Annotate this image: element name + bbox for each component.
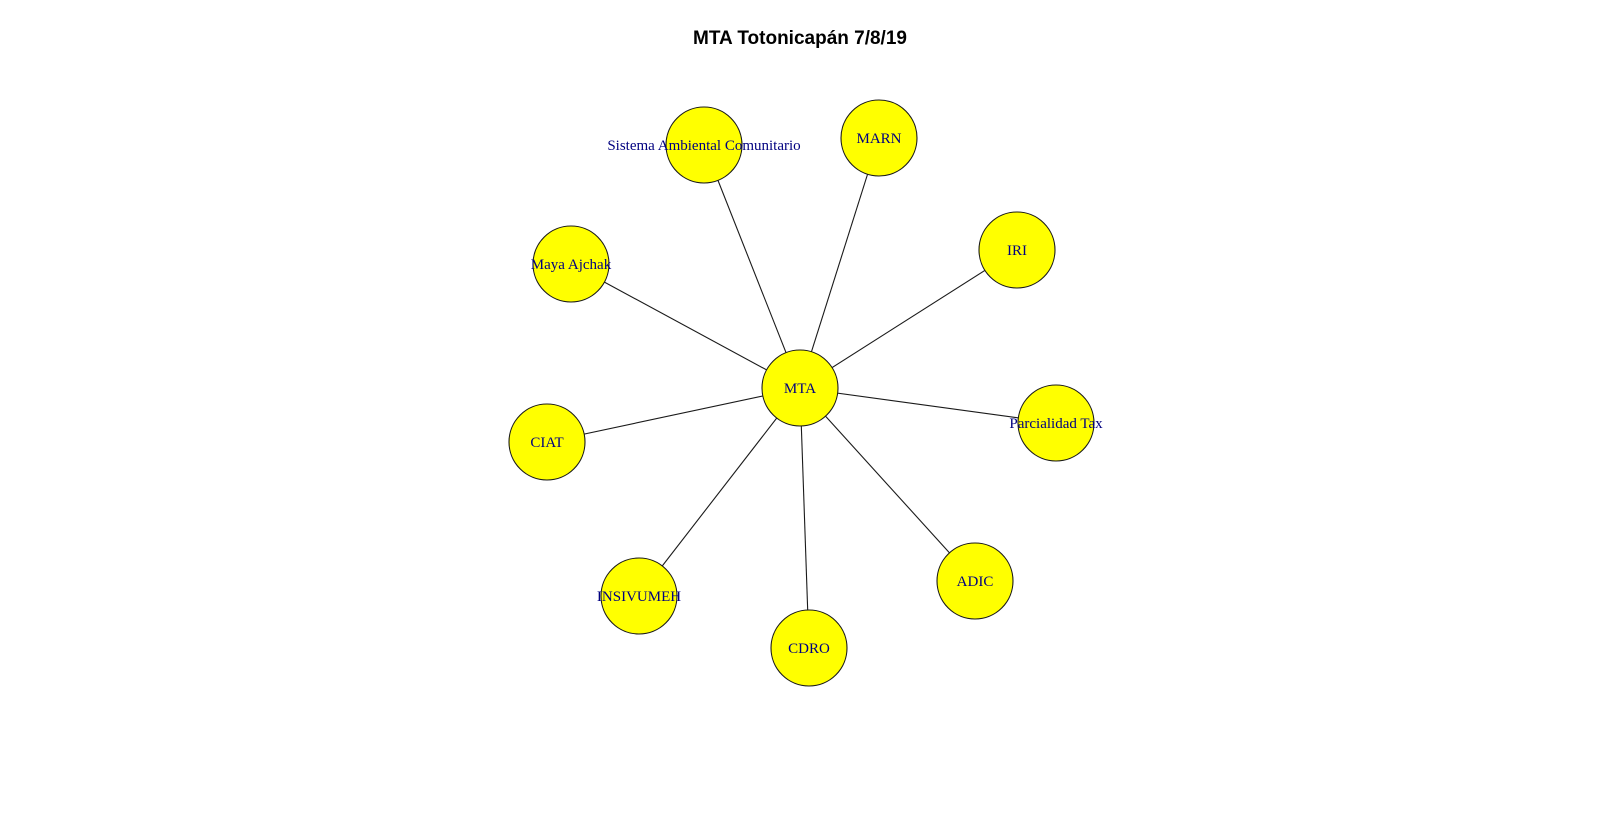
node-circle-mta [761, 349, 839, 427]
node-insiv: INSIVUMEH [597, 557, 681, 635]
node-label-ciat: CIAT [530, 435, 563, 451]
node-marn: MARN [840, 99, 918, 177]
node-maya: Maya Ajchak [531, 225, 612, 303]
edge-mta-insiv [638, 387, 801, 597]
node-circle-marn [840, 99, 918, 177]
node-label-insiv: INSIVUMEH [597, 589, 681, 605]
edge-mta-maya [570, 263, 801, 389]
nodes-layer: MTA Sistema Ambiental Comunitario MARN IRI P… [508, 99, 1103, 687]
node-circle-insiv [600, 557, 678, 635]
node-circle-parc [1017, 384, 1095, 462]
edge-mta-sac [703, 144, 801, 389]
node-circle-adic [936, 542, 1014, 620]
node-parc: Parcialidad Tax [1009, 384, 1103, 462]
node-ciat: CIAT [508, 403, 586, 481]
node-cdro: CDRO [770, 609, 848, 687]
edge-mta-ciat [546, 387, 801, 443]
node-circle-iri [978, 211, 1056, 289]
node-label-parc: Parcialidad Tax [1009, 416, 1103, 432]
node-circle-ciat [508, 403, 586, 481]
edge-mta-parc [799, 387, 1057, 424]
edge-mta-cdro [799, 387, 810, 649]
edge-mta-adic [799, 387, 976, 582]
node-circle-maya [532, 225, 610, 303]
node-circle-sac [665, 106, 743, 184]
node-adic: ADIC [936, 542, 1014, 620]
node-label-adic: ADIC [957, 574, 994, 590]
edge-mta-iri [799, 249, 1018, 389]
node-label-maya: Maya Ajchak [531, 257, 612, 273]
node-label-iri: IRI [1007, 243, 1027, 259]
node-label-sac: Sistema Ambiental Comunitario [607, 138, 800, 154]
node-circle-cdro [770, 609, 848, 687]
graph-title: MTA Totonicapán 7/8/19 [693, 28, 907, 49]
edge-mta-marn [799, 137, 880, 389]
edges-layer [546, 137, 1057, 649]
node-label-cdro: CDRO [788, 641, 830, 657]
node-mta: MTA [761, 349, 839, 427]
node-label-mta: MTA [784, 381, 816, 397]
node-iri: IRI [978, 211, 1056, 289]
node-sac: Sistema Ambiental Comunitario [607, 106, 801, 184]
node-label-marn: MARN [856, 131, 901, 147]
